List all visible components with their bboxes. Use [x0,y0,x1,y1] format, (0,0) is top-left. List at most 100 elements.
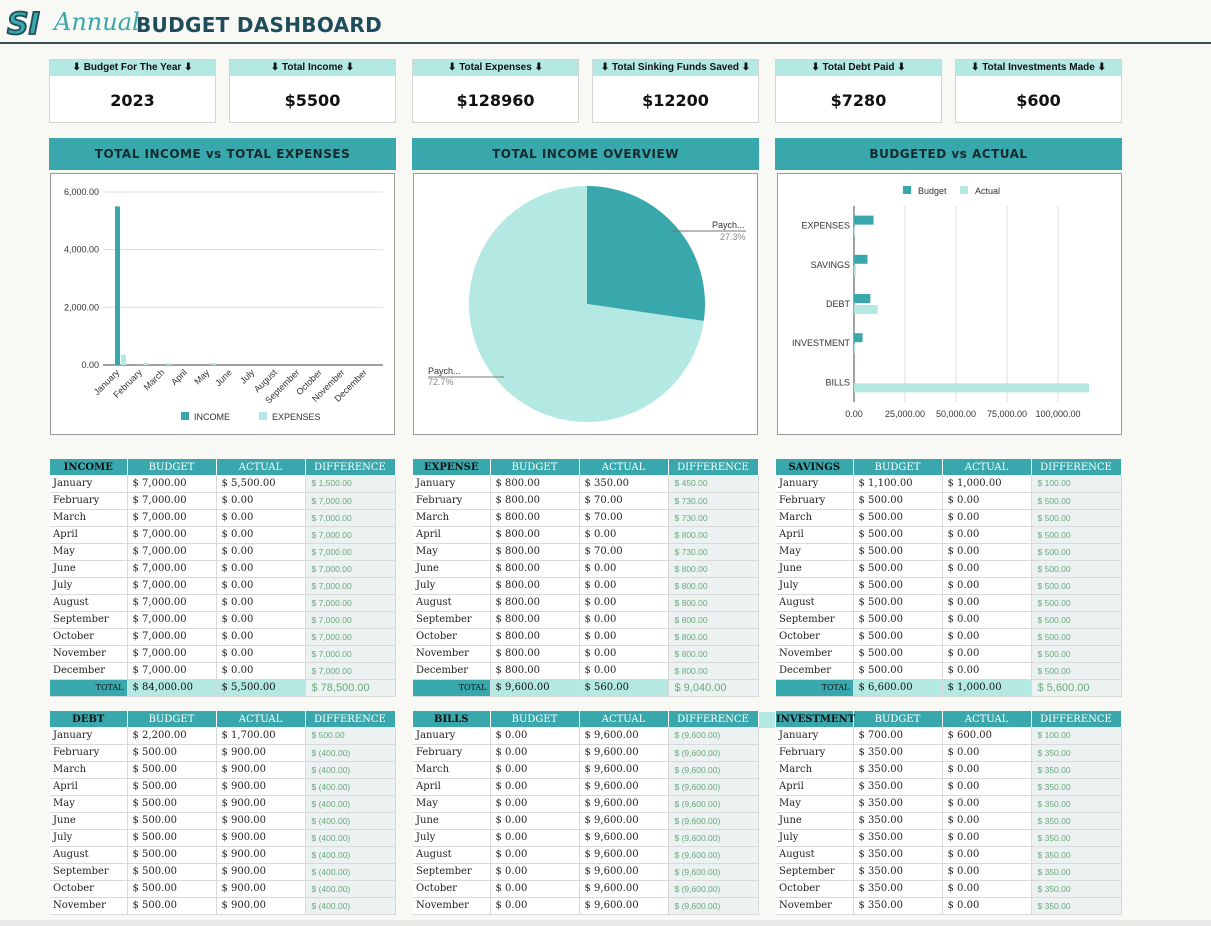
month-cell[interactable]: May [50,543,128,561]
month-cell[interactable]: August [50,846,128,864]
budget-cell[interactable]: $ 500.00 [853,509,943,527]
difference-cell[interactable]: $ (400.00) [305,863,396,881]
month-cell[interactable]: October [413,880,491,898]
month-cell[interactable]: February [776,744,854,762]
difference-cell[interactable]: $ 350.00 [1031,863,1122,881]
budget-cell[interactable]: $ 800.00 [490,526,580,544]
month-cell[interactable]: December [413,662,491,680]
difference-cell[interactable]: $ 7,000.00 [305,577,396,595]
actual-cell[interactable]: $ 0.00 [942,594,1032,612]
difference-cell[interactable]: $ 800.00 [668,645,759,663]
budget-cell[interactable]: $ 0.00 [490,761,580,779]
difference-cell[interactable]: $ 500.00 [1031,645,1122,663]
budget-cell[interactable]: $ 7,000.00 [127,543,217,561]
difference-cell[interactable]: $ (9,600.00) [668,761,759,779]
month-cell[interactable]: September [776,611,854,629]
budget-cell[interactable]: $ 350.00 [853,795,943,813]
budget-cell[interactable]: $ 350.00 [853,846,943,864]
budget-cell[interactable]: $ 350.00 [853,880,943,898]
month-cell[interactable]: March [413,509,491,527]
actual-cell[interactable]: $ 0.00 [942,880,1032,898]
difference-cell[interactable]: $ 500.00 [1031,577,1122,595]
month-cell[interactable]: April [50,778,128,796]
difference-cell[interactable]: $ 350.00 [1031,795,1122,813]
difference-cell[interactable]: $ 7,000.00 [305,611,396,629]
budget-cell[interactable]: $ 800.00 [490,577,580,595]
month-cell[interactable]: January [50,475,128,493]
difference-cell[interactable]: $ 800.00 [668,526,759,544]
budget-cell[interactable]: $ 350.00 [853,829,943,847]
month-cell[interactable]: June [413,560,491,578]
month-cell[interactable]: August [413,594,491,612]
actual-cell[interactable]: $ 9,600.00 [579,744,669,762]
difference-cell[interactable]: $ 500.00 [1031,662,1122,680]
month-cell[interactable]: September [776,863,854,881]
difference-cell[interactable]: $ 800.00 [668,611,759,629]
difference-cell[interactable]: $ 500.00 [1031,594,1122,612]
month-cell[interactable]: April [776,778,854,796]
budget-cell[interactable]: $ 0.00 [490,744,580,762]
difference-cell[interactable]: $ 500.00 [1031,492,1122,510]
month-cell[interactable]: April [413,526,491,544]
difference-cell[interactable]: $ (400.00) [305,744,396,762]
difference-cell[interactable]: $ 7,000.00 [305,492,396,510]
difference-cell[interactable]: $ 350.00 [1031,880,1122,898]
difference-cell[interactable]: $ (400.00) [305,829,396,847]
actual-cell[interactable]: $ 0.00 [942,662,1032,680]
difference-cell[interactable]: $ 500.00 [1031,611,1122,629]
budget-cell[interactable]: $ 500.00 [853,577,943,595]
actual-cell[interactable]: $ 0.00 [216,611,306,629]
actual-cell[interactable]: $ 0.00 [942,611,1032,629]
difference-cell[interactable]: $ 7,000.00 [305,560,396,578]
budget-cell[interactable]: $ 2,200.00 [127,727,217,745]
actual-cell[interactable]: $ 900.00 [216,846,306,864]
difference-cell[interactable]: $ (9,600.00) [668,812,759,830]
month-cell[interactable]: March [776,761,854,779]
income-vs-expenses-chart[interactable]: 6,000.00 4,000.00 2,000.00 0.00 January Febru… [50,173,395,435]
difference-cell[interactable]: $ 500.00 [1031,560,1122,578]
budget-cell[interactable]: $ 350.00 [853,761,943,779]
budget-cell[interactable]: $ 800.00 [490,611,580,629]
budget-cell[interactable]: $ 350.00 [853,744,943,762]
actual-cell[interactable]: $ 900.00 [216,812,306,830]
difference-cell[interactable]: $ 500.00 [305,727,396,745]
month-cell[interactable]: May [413,795,491,813]
actual-cell[interactable]: $ 0.00 [942,526,1032,544]
actual-cell[interactable]: $ 5,500.00 [216,475,306,493]
month-cell[interactable]: November [413,897,491,915]
actual-cell[interactable]: $ 0.00 [942,744,1032,762]
month-cell[interactable]: February [413,744,491,762]
actual-cell[interactable]: $ 0.00 [216,543,306,561]
actual-cell[interactable]: $ 0.00 [216,560,306,578]
difference-cell[interactable]: $ 730.00 [668,543,759,561]
difference-cell[interactable]: $ 7,000.00 [305,645,396,663]
budget-cell[interactable]: $ 350.00 [853,812,943,830]
month-cell[interactable]: February [776,492,854,510]
difference-cell[interactable]: $ (9,600.00) [668,897,759,915]
actual-cell[interactable]: $ 0.00 [579,577,669,595]
month-cell[interactable]: March [776,509,854,527]
budget-cell[interactable]: $ 800.00 [490,645,580,663]
difference-cell[interactable]: $ (400.00) [305,880,396,898]
difference-cell[interactable]: $ 800.00 [668,577,759,595]
difference-cell[interactable]: $ 7,000.00 [305,509,396,527]
actual-cell[interactable]: $ 9,600.00 [579,761,669,779]
actual-cell[interactable]: $ 0.00 [216,526,306,544]
budget-cell[interactable]: $ 800.00 [490,492,580,510]
month-cell[interactable]: October [776,880,854,898]
difference-cell[interactable]: $ 350.00 [1031,744,1122,762]
budget-cell[interactable]: $ 1,100.00 [853,475,943,493]
difference-cell[interactable]: $ 500.00 [1031,509,1122,527]
actual-cell[interactable]: $ 900.00 [216,795,306,813]
difference-cell[interactable]: $ 350.00 [1031,829,1122,847]
month-cell[interactable]: June [776,560,854,578]
difference-cell[interactable]: $ 7,000.00 [305,594,396,612]
actual-cell[interactable]: $ 0.00 [942,543,1032,561]
difference-cell[interactable]: $ 7,000.00 [305,543,396,561]
budget-cell[interactable]: $ 7,000.00 [127,492,217,510]
actual-cell[interactable]: $ 900.00 [216,829,306,847]
actual-cell[interactable]: $ 0.00 [216,492,306,510]
actual-cell[interactable]: $ 0.00 [579,645,669,663]
month-cell[interactable]: November [776,897,854,915]
actual-cell[interactable]: $ 9,600.00 [579,812,669,830]
